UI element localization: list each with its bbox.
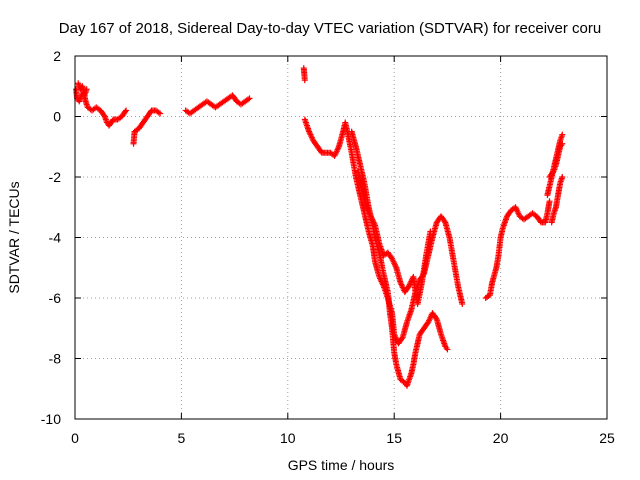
- data-point: [157, 110, 164, 117]
- x-tick-label: 15: [386, 430, 402, 446]
- data-point: [122, 108, 129, 115]
- x-tick-label: 20: [493, 430, 509, 446]
- y-axis-label: SDTVAR / TECUs: [6, 181, 22, 293]
- x-axis-label: GPS time / hours: [288, 457, 395, 473]
- x-tick-label: 10: [280, 430, 296, 446]
- x-tick-label: 5: [178, 430, 186, 446]
- data-point: [444, 346, 451, 353]
- data-point: [246, 95, 253, 102]
- data-point: [559, 131, 566, 138]
- x-tick-labels: 0 5 10 15 20 25: [71, 430, 615, 446]
- data-point: [549, 169, 556, 176]
- y-tick-label: -10: [41, 411, 61, 427]
- data-point: [559, 174, 566, 180]
- y-tick-label: -4: [49, 230, 62, 246]
- data-point: [459, 301, 466, 308]
- data-point: [427, 228, 434, 235]
- axis-ticks: [74, 55, 608, 420]
- data-point: [441, 218, 448, 225]
- data-point: [83, 86, 90, 93]
- x-tick-label: 25: [599, 430, 615, 446]
- y-tick-label: 0: [53, 109, 61, 125]
- data-points: [73, 65, 566, 389]
- y-tick-label: -8: [49, 351, 62, 367]
- data-point: [123, 107, 130, 114]
- y-tick-label: 2: [53, 48, 61, 64]
- data-point: [559, 140, 566, 147]
- y-tick-label: -2: [49, 169, 62, 185]
- data-point: [546, 198, 553, 205]
- chart-title: Day 167 of 2018, Sidereal Day-to-day VTE…: [58, 20, 602, 37]
- data-point: [432, 314, 439, 321]
- data-point: [100, 112, 107, 119]
- y-tick-label: -6: [49, 290, 62, 306]
- data-point: [398, 335, 405, 342]
- y-tick-labels: -10 -8 -6 -4 -2 0 2: [41, 48, 61, 427]
- grid-lines: [75, 56, 607, 419]
- data-point: [301, 77, 308, 84]
- x-tick-label: 0: [71, 430, 79, 446]
